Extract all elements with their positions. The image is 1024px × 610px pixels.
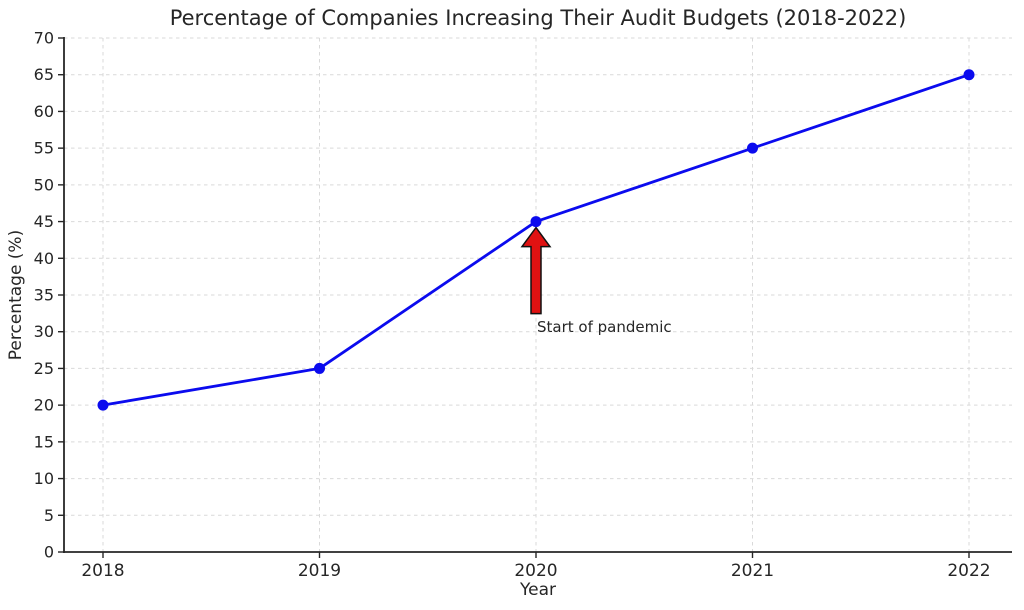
x-tick-label: 2022 (947, 561, 990, 581)
y-tick-label: 20 (34, 396, 54, 415)
y-tick-label: 55 (34, 139, 54, 158)
y-tick-label: 25 (34, 359, 54, 378)
y-tick-label: 65 (34, 65, 54, 84)
y-tick-label: 5 (44, 506, 54, 525)
y-tick-label: 35 (34, 286, 54, 305)
data-point-marker (314, 362, 325, 374)
y-tick-label: 70 (34, 29, 54, 48)
data-point-marker (747, 142, 758, 154)
y-tick-label: 40 (34, 249, 54, 268)
chart-title: Percentage of Companies Increasing Their… (169, 6, 907, 30)
x-tick-label: 2021 (731, 561, 774, 581)
data-point-marker (530, 216, 542, 228)
y-tick-label: 10 (34, 469, 54, 488)
data-point-marker (97, 399, 109, 411)
y-tick-label: 15 (34, 432, 54, 451)
x-tick-label: 2018 (81, 561, 124, 581)
y-tick-label: 45 (34, 212, 54, 231)
x-tick-label: 2020 (514, 561, 557, 581)
pandemic-arrow (520, 226, 552, 315)
x-tick-label: 2019 (298, 561, 341, 581)
data-point-marker (963, 69, 975, 81)
y-tick-label: 60 (34, 102, 54, 121)
y-tick-label: 50 (34, 175, 54, 194)
annotation-label: Start of pandemic (537, 318, 672, 336)
x-axis-label: Year (520, 580, 556, 600)
y-tick-label: 0 (44, 543, 54, 562)
y-tick-label: 30 (34, 322, 54, 341)
